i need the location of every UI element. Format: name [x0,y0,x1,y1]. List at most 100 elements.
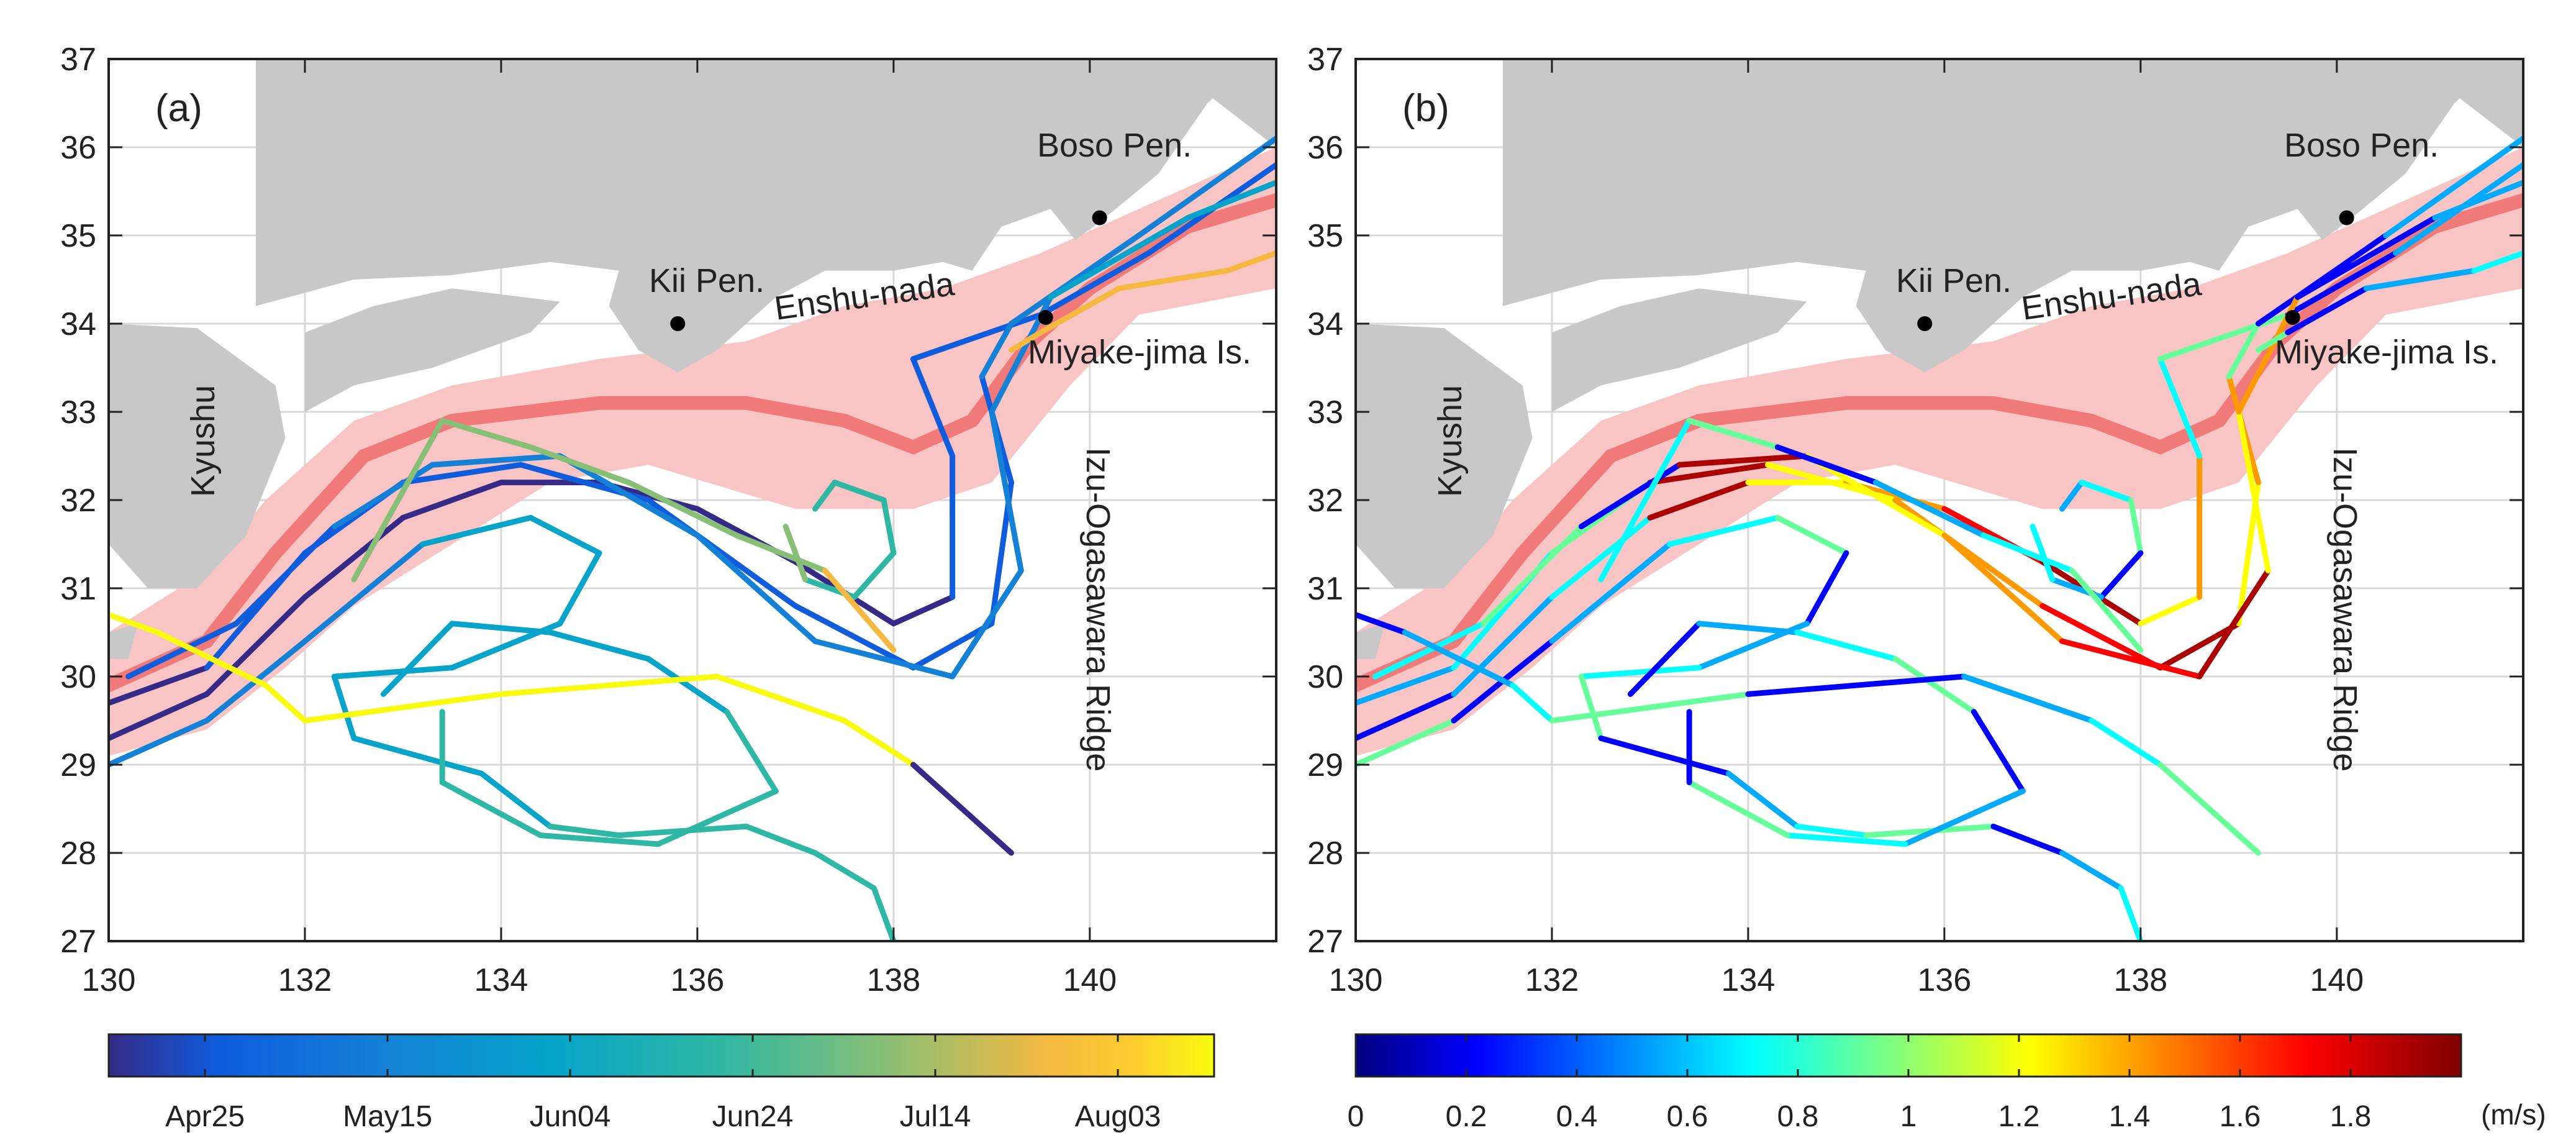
track-segment [1872,480,1987,539]
track-segment [109,612,161,636]
track-segment [400,480,504,521]
honshu-land [1503,59,2504,373]
colorbar: Apr25 May15 Jun04 Jun24 Jul14 Aug03 [107,1033,1215,1133]
track-segment [331,462,435,530]
track-segment [1356,691,1457,741]
location-dot [670,316,686,331]
track-segment [881,497,897,556]
track-segment [871,885,897,941]
track-segment [1185,180,1276,221]
track-segment [1578,665,1702,680]
track-segment [1038,250,1152,318]
track-segment [812,850,877,891]
y-tick-label: 31 [60,571,96,607]
track-segment [1745,673,1967,697]
track-segment [420,514,533,547]
y-tick-label: 32 [60,483,96,519]
colorbar-tick-label: Jun24 [712,1100,794,1133]
track-segment [743,823,818,856]
track-segment [2383,135,2523,239]
track-segment [233,524,337,627]
track-segment [439,417,533,450]
kyushu-land [109,324,286,588]
y-tick-label: 36 [60,130,96,166]
track-segment [302,514,406,600]
track-segment [439,779,543,839]
y-tick-label: 29 [1307,747,1343,783]
track-segment [645,497,799,609]
track-segment [1598,417,1692,583]
track-segment [498,673,720,697]
y-tick-label: 28 [60,836,96,872]
y-tick-label: 27 [60,924,96,960]
track-segment [2098,550,2144,600]
track-segment [1510,682,1555,724]
track-segment [714,673,848,724]
track-segment [2138,594,2203,627]
track-segment [547,629,651,662]
track-segment [1402,629,1516,688]
track-segment [2088,718,2163,768]
track-segment [2069,568,2144,653]
location-dot [2339,210,2354,226]
colorbar-tick-label: 1.6 [2220,1100,2261,1133]
colorbar-tick-label: May15 [343,1100,432,1133]
track-segment [812,480,838,512]
track-segment [2128,497,2144,556]
track-segment [910,621,995,671]
track-segment [989,409,1024,574]
miyake-label: Miyake-jima Is. [2275,334,2498,371]
panel-label: (b) [1402,87,1449,130]
y-tick-label: 27 [1307,924,1343,960]
shikoku-land [1552,288,1807,412]
track-segment [2157,312,2291,362]
track-segment [527,444,632,486]
island [1161,59,1276,147]
track-segment [2079,480,2134,503]
y-tick-label: 34 [1307,306,1343,342]
track-segment [2226,321,2261,380]
track-segment [1647,480,1751,521]
track-segment [2295,215,2438,300]
track-segment [1774,514,1849,556]
map-area: 130 132 134 136 138 140 27 28 29 30 31 32 33 34 35 36 37 [1307,42,2524,998]
track-segment [841,718,916,768]
track-segment [109,691,210,741]
x-tick-label: 132 [278,962,332,998]
track-segment [2157,762,2261,856]
colorbar-tick-label: 1.4 [2109,1100,2151,1133]
track-segment [449,621,553,636]
map-area: 130 132 134 136 138 140 27 28 29 30 31 32 33 34 35 36 37 [60,42,1277,998]
track-segment [1598,735,1731,777]
boso-label: Boso Pen. [1037,127,1192,164]
track-segment [527,514,602,556]
track-segment [263,682,308,724]
track-segment [2236,409,2271,574]
colorbar: 0 0.2 0.4 0.6 0.8 1 1.2 1.4 1.6 1.8 (m/s) [1348,1033,2546,1133]
location-dot [1038,310,1053,326]
track-segment [1356,718,1457,768]
colorbar-tick-label: 0.4 [1556,1100,1598,1133]
track-segment [351,417,445,583]
track-segment [155,629,269,688]
kuroshio-axis [1356,193,2523,693]
kii-label: Kii Pen. [1896,262,2011,299]
track-segment [1136,135,1276,239]
track-segment [2255,232,2389,327]
y-tick-label: 31 [1307,571,1343,607]
track-segment [2059,638,2203,680]
track-segment [910,762,1014,856]
track-segment [1116,268,1230,291]
track-segment [429,453,563,468]
colorbar-gradient [107,1033,1215,1078]
track-segment [1578,673,1604,741]
track-segment [1549,691,1751,724]
track-segment [109,665,210,706]
kuroshio-band [1356,147,2523,756]
colorbar-tick-label: 1.2 [1998,1100,2040,1133]
honshu-land [256,59,1257,373]
track-segment [2197,568,2271,680]
x-tick-label: 140 [1063,962,1117,998]
colorbar-tick-label: 0.6 [1667,1100,1708,1133]
